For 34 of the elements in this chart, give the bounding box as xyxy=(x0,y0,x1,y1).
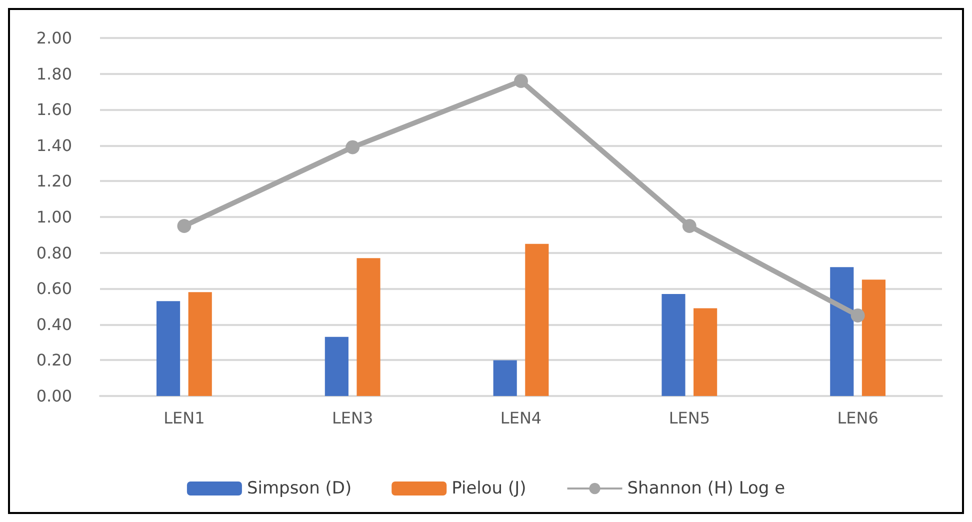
point xyxy=(682,218,696,233)
bar xyxy=(862,280,886,396)
bar xyxy=(493,360,517,396)
bar xyxy=(324,336,348,396)
y-tick-label: 0.80 xyxy=(36,243,72,262)
y-tick-label: 1.80 xyxy=(36,64,72,84)
bar xyxy=(356,258,380,396)
legend-label: Pielou (J) xyxy=(452,478,526,498)
bar xyxy=(694,308,718,396)
point xyxy=(850,308,865,322)
y-tick-label: 1.40 xyxy=(36,136,72,155)
x-tick-label: LEN5 xyxy=(668,408,710,428)
bar xyxy=(156,301,180,396)
point xyxy=(346,140,360,154)
bar xyxy=(662,294,686,396)
y-tick-label: 2.00 xyxy=(36,28,72,48)
y-tick-label: 1.00 xyxy=(36,208,72,226)
y-tick-label: 1.20 xyxy=(36,172,72,191)
bar xyxy=(830,267,854,396)
legend-label: Simpson (D) xyxy=(246,478,352,498)
point xyxy=(514,74,528,88)
y-tick-label: 0.00 xyxy=(36,386,72,406)
x-tick-label: LEN4 xyxy=(500,408,542,428)
bar xyxy=(188,292,212,396)
x-tick-label: LEN6 xyxy=(837,408,878,428)
y-tick-label: 0.40 xyxy=(36,314,72,334)
x-tick-label: LEN3 xyxy=(332,408,374,428)
y-tick-label: 0.60 xyxy=(36,279,72,298)
legend-label: Shannon (H) Log e xyxy=(627,478,786,498)
x-tick-label: LEN1 xyxy=(164,408,205,428)
y-tick-label: 1.60 xyxy=(36,100,72,120)
point xyxy=(177,218,192,233)
y-tick-label: 0.20 xyxy=(36,350,72,370)
bar xyxy=(525,244,549,396)
